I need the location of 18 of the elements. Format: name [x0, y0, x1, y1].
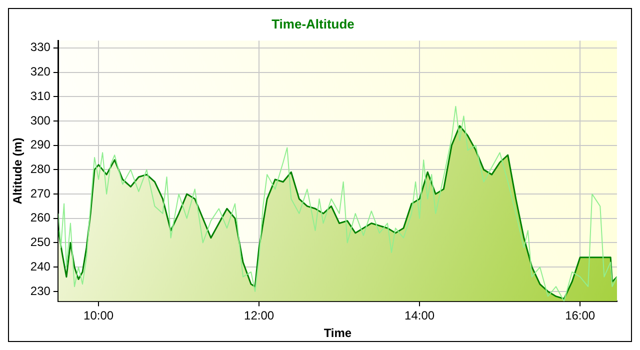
y-tick-label: 320 — [30, 64, 51, 79]
x-tick-label: 10:00 — [84, 308, 114, 323]
y-axis-title: Altitude (m) — [10, 138, 25, 204]
y-tick-label: 240 — [30, 259, 51, 274]
y-tick-label: 290 — [30, 138, 51, 152]
x-tick-label: 12:00 — [244, 308, 274, 323]
y-tick-label: 310 — [30, 88, 51, 103]
y-tick-label: 270 — [30, 186, 51, 200]
x-tick-label: 16:00 — [565, 308, 596, 323]
x-tick-label: 14:00 — [404, 308, 435, 323]
y-tick-label: 230 — [30, 284, 51, 298]
y-tick-label: 250 — [30, 235, 51, 250]
x-axis-title: Time — [324, 326, 352, 340]
y-tick-label: 260 — [30, 210, 51, 225]
chart-title: Time-Altitude — [272, 16, 354, 32]
y-tick-label: 300 — [30, 113, 51, 128]
y-tick-label: 280 — [30, 162, 51, 176]
y-tick-label: 330 — [30, 40, 51, 54]
